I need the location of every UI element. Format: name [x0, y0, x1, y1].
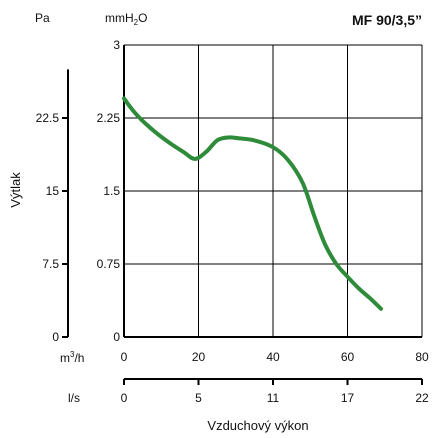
- x-m3h-tick-label: 0: [121, 350, 128, 364]
- x-ls-tick-label: 22: [415, 391, 429, 405]
- x-m3h-tick-label: 80: [415, 350, 429, 364]
- y-mmh2o-tick-label: 3: [113, 38, 120, 52]
- m3h-unit-label: m3/h: [60, 350, 84, 365]
- x-axis-m3h: 0 20 40 60 80: [121, 350, 429, 364]
- x-ls-tick-label: 17: [341, 391, 355, 405]
- y-axis-title: Výtlak: [8, 172, 23, 208]
- y-pa-tick-label: 7.5: [42, 257, 59, 271]
- y-pa-tick-label: 0: [52, 330, 59, 344]
- plot-grid: [123, 44, 423, 338]
- y-axis-mmh2o: 0 0.75 1.5 2.25 3: [97, 38, 121, 344]
- x-ls-tick-label: 5: [195, 391, 202, 405]
- y-mmh2o-tick-label: 0.75: [97, 257, 121, 271]
- y-mmh2o-tick-label: 2.25: [97, 111, 121, 125]
- y-pa-tick-label: 15: [46, 184, 60, 198]
- chart-title: MF 90/3,5”: [352, 12, 422, 28]
- y-axis-pa: 0 7.5 15 22.5: [36, 69, 69, 344]
- ls-unit-label: l/s: [68, 391, 80, 405]
- x-ls-tick-label: 11: [267, 391, 280, 405]
- x-ls-tick-label: 0: [121, 391, 128, 405]
- performance-curve: [122, 96, 383, 311]
- mmh2o-unit-label: mmH2O: [105, 11, 147, 27]
- x-m3h-tick-label: 60: [341, 350, 355, 364]
- y-mmh2o-tick-label: 0: [113, 330, 120, 344]
- pa-unit-label: Pa: [35, 11, 50, 25]
- y-mmh2o-tick-label: 1.5: [103, 184, 120, 198]
- x-m3h-tick-label: 40: [266, 350, 280, 364]
- x-axis-title: Vzduchový výkon: [207, 418, 308, 433]
- x-m3h-tick-label: 20: [192, 350, 206, 364]
- x-axis-ls: 0 5 11 17 22: [121, 378, 429, 405]
- y-pa-tick-label: 22.5: [36, 111, 60, 125]
